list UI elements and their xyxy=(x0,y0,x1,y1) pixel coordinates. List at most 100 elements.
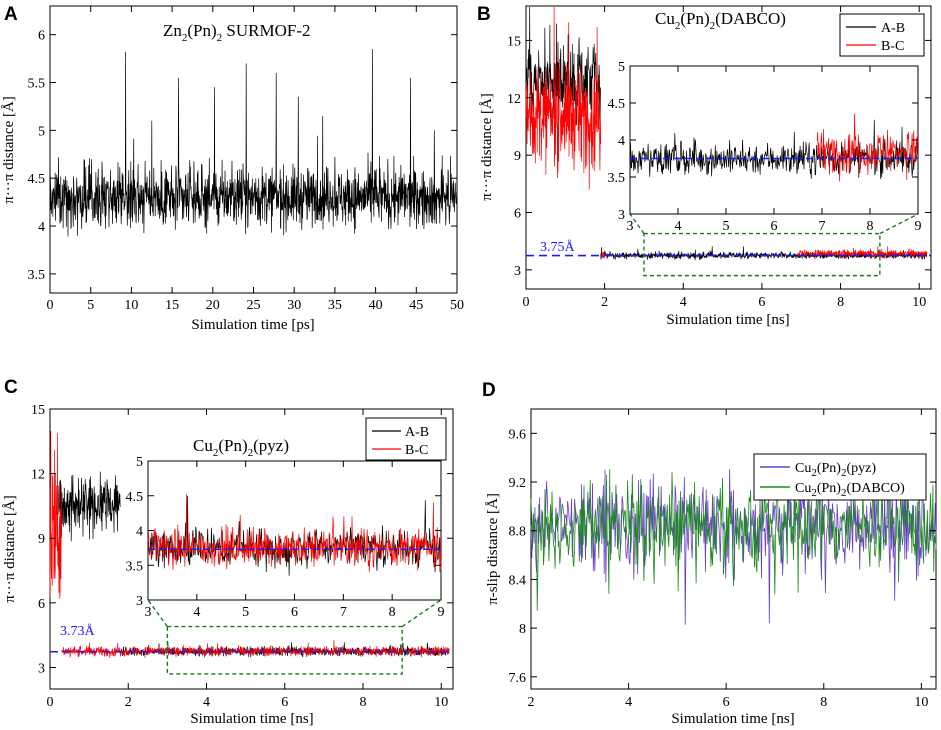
inset-series-line-a-b xyxy=(629,119,919,180)
inset-axis-xtick-label: 8 xyxy=(389,605,396,620)
axis-a-ytick-label: 3.5 xyxy=(28,268,46,283)
inset-axis-xtick-label: 8 xyxy=(867,219,874,234)
legend-label-dabco: Cu2(Pn)2(DABCO) xyxy=(795,481,905,499)
inset-axis-ytick-label: 3.5 xyxy=(126,559,144,574)
panel-d: D 2 4 6 8 10 7.6 8 8.4 8.8 9.2 9.6 Cu2(Pn)2(pyz) C… xyxy=(482,380,937,727)
series-line-dabco xyxy=(530,469,937,611)
axis-b-xtick-label: 4 xyxy=(680,295,687,310)
axis-b-ytick-label: 6 xyxy=(514,207,521,222)
inset-axis-xtick-label: 3 xyxy=(145,605,152,620)
axis-d-xtick-label: 4 xyxy=(625,695,632,710)
axis-b-xtick-label: 0 xyxy=(523,295,530,310)
axis-b-xtick-label: 6 xyxy=(758,295,765,310)
axis-b-ytick-label: 12 xyxy=(507,92,521,107)
inset-axis-xtick-label: 6 xyxy=(771,219,778,234)
inset-axis-ytick-label: 4 xyxy=(136,525,143,540)
axis-c-ytick-label: 9 xyxy=(38,532,45,547)
x-axis-label-d: Simulation time [ns] xyxy=(671,711,794,727)
inset-axis-ytick-label: 4.5 xyxy=(126,490,144,505)
inset-axis-xtick-label: 3 xyxy=(627,219,634,234)
panel-letter-b: B xyxy=(477,4,491,25)
axis-a-xtick-label: 30 xyxy=(287,298,301,313)
legend-box-b xyxy=(839,13,925,57)
legend-d: Cu2(Pn)2(pyz) Cu2(Pn)2(DABCO) xyxy=(753,453,927,501)
legend-label-bc-b: B-C xyxy=(881,39,904,54)
panel-letter-c: C xyxy=(4,377,18,398)
axis-d-ytick-label: 9.2 xyxy=(509,476,527,491)
axis-a-xtick-label: 35 xyxy=(328,298,342,313)
inset-series-line-b-c xyxy=(147,493,442,572)
y-axis-label-c: π···π distance [Å] xyxy=(2,495,18,603)
axis-ticks-c: 0 2 4 6 8 10 3 6 9 12 15 xyxy=(31,403,453,710)
x-axis-label-b: Simulation time [ns] xyxy=(666,312,789,328)
panel-b: B 3.75Å 3 4 5 6 7 8 933.544.55 0 2 4 6 8 103691215 … xyxy=(477,4,932,328)
legend-label-bc-c: B-C xyxy=(405,443,428,458)
axis-b-xtick-label: 8 xyxy=(837,295,844,310)
axis-c-xtick-label: 0 xyxy=(47,695,54,710)
axis-a-xtick-label: 40 xyxy=(369,298,383,313)
axis-a-xtick-label: 15 xyxy=(165,298,179,313)
zoom-connector-c xyxy=(147,599,442,675)
axis-c-ytick-label: 15 xyxy=(31,403,45,418)
series-line-pyz xyxy=(530,469,937,625)
legend-box-c xyxy=(365,417,447,461)
axis-d-xtick-label: 8 xyxy=(820,695,827,710)
reference-label-c: 3.73Å xyxy=(60,623,96,639)
inset-axis-xtick-label: 9 xyxy=(915,219,922,234)
chart-title-a: Zn2(Pn)2 SURMOF-2 xyxy=(163,21,311,44)
y-axis-label-b: π···π distance [Å] xyxy=(479,93,495,201)
axis-b-ytick-label: 15 xyxy=(507,34,521,49)
axis-ticks-d: 2 4 6 8 10 7.6 8 8.4 8.8 9.2 9.6 xyxy=(509,409,936,710)
reference-label-b: 3.75Å xyxy=(540,239,576,255)
inset-axis-xtick-label: 7 xyxy=(819,219,826,234)
legend-label-ab-b: A-B xyxy=(881,21,905,36)
inset-axis-ytick-label: 5 xyxy=(136,455,143,470)
zoom-connector-b xyxy=(629,213,919,277)
inset-axis-ytick-label: 4.5 xyxy=(608,97,626,112)
inset-axis-xtick-label: 5 xyxy=(723,219,730,234)
axis-b-ytick-label: 3 xyxy=(514,264,521,279)
inset-axis-ytick-label: 3.5 xyxy=(608,171,626,186)
axis-b-xtick-label: 2 xyxy=(601,295,608,310)
inset-axis-ytick-label: 4 xyxy=(618,134,625,149)
axis-c-xtick-label: 6 xyxy=(281,695,288,710)
axis-a-ytick-label: 6 xyxy=(38,29,45,44)
series-lines-d xyxy=(530,469,937,625)
axis-a-xtick-label: 50 xyxy=(450,298,464,313)
inset-axis-xtick-label: 5 xyxy=(242,605,249,620)
inset-axis-xtick-label: 9 xyxy=(438,605,445,620)
axis-a-xtick-label: 45 xyxy=(409,298,423,313)
axis-d-xtick-label: 10 xyxy=(914,695,928,710)
axis-c-xtick-label: 8 xyxy=(360,695,367,710)
axis-d-ytick-label: 7.6 xyxy=(509,671,527,686)
plot-frame-a xyxy=(49,5,458,294)
axis-a-xtick-label: 10 xyxy=(124,298,138,313)
axis-a-ytick-label: 5 xyxy=(38,124,45,139)
chart-title-c: Cu2(Pn)2(pyz) xyxy=(193,436,289,459)
axis-d-ytick-label: 8 xyxy=(519,622,526,637)
axis-c-ytick-label: 6 xyxy=(38,597,45,612)
axis-a-ytick-label: 5.5 xyxy=(28,77,46,92)
inset-frame xyxy=(147,460,442,601)
inset-axis-xtick-label: 7 xyxy=(340,605,347,620)
legend-box-d xyxy=(753,453,927,501)
x-axis-label-c: Simulation time [ns] xyxy=(190,711,313,727)
zoom-connector-left xyxy=(147,599,168,627)
axis-ticks-a: 0 5 10 15 20 25 30 35 40 45 50 3.5 4 4.5 5 5.5 6 xyxy=(28,6,464,313)
zoom-connector-right xyxy=(879,213,919,235)
axis-c-ytick-label: 3 xyxy=(38,661,45,676)
y-axis-label-d: π-slip distance [Å] xyxy=(485,493,501,605)
axis-d-ytick-label: 9.6 xyxy=(509,427,527,442)
axis-a-xtick-label: 20 xyxy=(206,298,220,313)
inset-series-line-b-c xyxy=(816,113,919,182)
inset-frame xyxy=(629,65,919,215)
panel-c: C 3.73Å 3 4 5 6 7 8 933.544.55 0 2 4 6 8 103691215 … xyxy=(2,377,454,727)
panel-letter-a: A xyxy=(4,4,18,25)
axis-a-xtick-label: 25 xyxy=(247,298,261,313)
axis-c-xtick-label: 2 xyxy=(125,695,132,710)
x-axis-label-a: Simulation time [ps] xyxy=(191,317,314,333)
inset-axis-ytick-label: 3 xyxy=(136,594,143,609)
zoom-region-box xyxy=(166,625,403,675)
axis-d-xtick-label: 2 xyxy=(528,695,535,710)
series-lines-a xyxy=(49,49,458,237)
